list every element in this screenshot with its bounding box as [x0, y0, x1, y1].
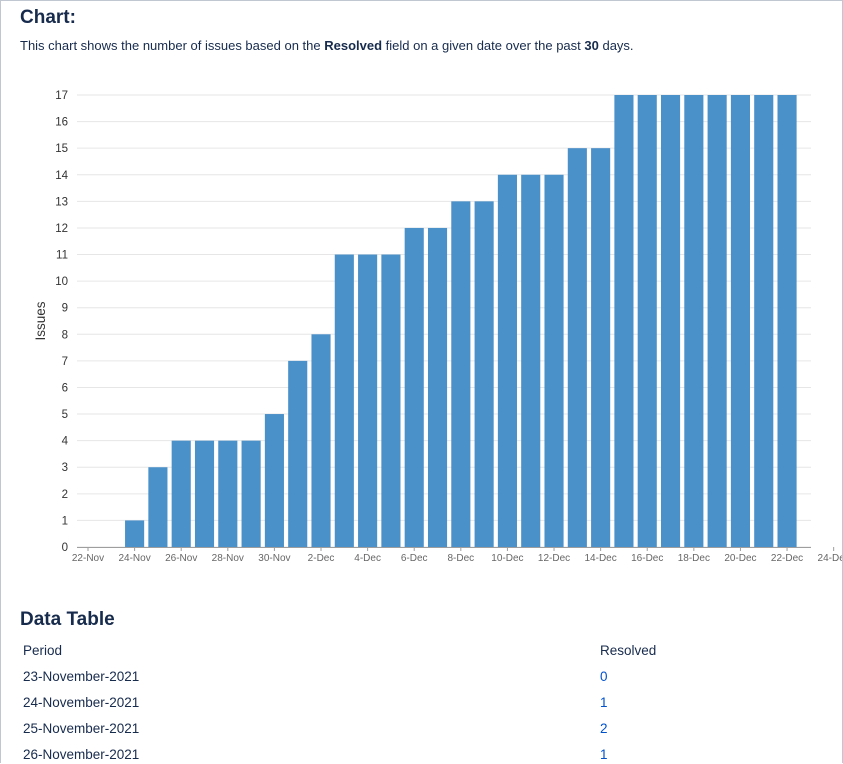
column-header-resolved: Resolved [600, 642, 657, 658]
table-row: 26-November-2021 1 [20, 741, 800, 763]
bar [660, 95, 681, 547]
bar [427, 227, 448, 548]
bar [241, 440, 261, 547]
chart-heading: Chart: [20, 7, 76, 28]
bar [777, 95, 797, 547]
y-tick-label: 4 [62, 436, 69, 448]
resolved-count-link[interactable]: 1 [600, 746, 608, 762]
bar [218, 440, 238, 547]
bar [381, 254, 401, 547]
period-cell: 24-November-2021 [23, 694, 140, 710]
data-table-heading: Data Table [20, 609, 115, 630]
table-row: 23-November-2021 0 [20, 663, 800, 689]
table-row: 24-November-2021 1 [20, 689, 800, 715]
chart-description-field: Resolved [324, 38, 383, 53]
x-tick-label: 14-Dec [585, 553, 617, 564]
y-tick-label: 16 [55, 117, 68, 129]
bar [358, 254, 378, 547]
x-tick-label: 30-Nov [258, 553, 290, 564]
bar [637, 95, 657, 547]
chart-description-days: 30 [584, 38, 599, 53]
x-tick-label: 8-Dec [447, 553, 474, 564]
resolved-count-link[interactable]: 1 [600, 694, 608, 710]
x-tick-label: 12-Dec [538, 553, 570, 564]
x-tick-label: 6-Dec [401, 553, 428, 564]
table-row: 25-November-2021 2 [20, 715, 800, 741]
chart-description-suffix: days. [598, 38, 634, 53]
y-tick-label: 2 [62, 489, 68, 501]
y-tick-label: 9 [62, 303, 68, 315]
bar [451, 201, 471, 547]
bar [497, 174, 517, 547]
y-tick-label: 10 [55, 276, 68, 288]
bar [148, 467, 168, 547]
y-tick-label: 12 [55, 223, 68, 235]
y-tick-label: 15 [55, 143, 68, 155]
y-tick-label: 0 [62, 542, 68, 554]
x-tick-label: 24-Dec [818, 553, 842, 564]
bar [171, 440, 191, 547]
bar [334, 254, 354, 547]
bar [521, 174, 541, 547]
bar [125, 520, 145, 547]
period-cell: 23-November-2021 [23, 668, 140, 684]
bar [591, 148, 611, 548]
y-tick-label: 3 [62, 462, 68, 474]
table-header-row: Period Resolved [20, 637, 800, 663]
y-tick-label: 7 [62, 356, 68, 368]
y-tick-label: 6 [62, 382, 68, 394]
bar [194, 440, 215, 547]
y-tick-label: 13 [55, 196, 68, 208]
bar [264, 414, 284, 547]
bar [614, 95, 634, 547]
y-tick-label: 5 [62, 409, 68, 421]
data-table: Period Resolved 23-November-2021 0 24-Nove… [20, 637, 800, 763]
y-tick-label: 11 [56, 250, 68, 262]
x-tick-label: 16-Dec [631, 553, 663, 564]
y-tick-label: 14 [55, 170, 68, 182]
y-axis-label: Issues [33, 301, 48, 340]
bar [707, 95, 727, 547]
x-tick-label: 4-Dec [354, 553, 381, 564]
x-tick-label: 26-Nov [165, 553, 197, 564]
x-tick-label: 22-Nov [72, 553, 104, 564]
chart-description-middle: field on a given date over the past [382, 38, 585, 53]
x-tick-label: 20-Dec [724, 553, 756, 564]
column-header-period: Period [23, 642, 63, 658]
x-tick-label: 2-Dec [308, 553, 335, 564]
bar [567, 148, 587, 548]
bar [730, 95, 750, 547]
x-tick-label: 18-Dec [678, 553, 710, 564]
y-tick-label: 1 [62, 515, 68, 527]
bar [311, 334, 331, 547]
x-tick-label: 22-Dec [771, 553, 803, 564]
bar [474, 201, 494, 547]
x-tick-label: 24-Nov [118, 553, 150, 564]
chart-description-prefix: This chart shows the number of issues ba… [20, 38, 325, 53]
resolved-count-link[interactable]: 0 [600, 668, 608, 684]
bar [684, 95, 704, 547]
y-tick-label: 17 [55, 90, 68, 102]
chart-description: This chart shows the number of issues ba… [20, 38, 634, 53]
y-tick-label: 8 [62, 329, 68, 341]
period-cell: 25-November-2021 [23, 720, 140, 736]
bar [544, 174, 564, 547]
bar [404, 227, 424, 548]
x-tick-label: 10-Dec [491, 553, 523, 564]
x-tick-label: 28-Nov [212, 553, 244, 564]
resolved-count-link[interactable]: 2 [600, 720, 608, 736]
period-cell: 26-November-2021 [23, 746, 140, 762]
bar [754, 95, 774, 547]
bar [288, 360, 308, 547]
